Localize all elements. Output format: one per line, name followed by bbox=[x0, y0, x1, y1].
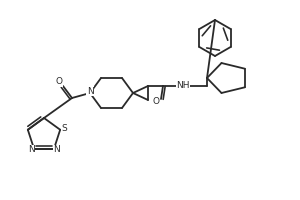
Text: O: O bbox=[152, 98, 160, 106]
Text: O: O bbox=[56, 77, 62, 86]
Text: NH: NH bbox=[176, 80, 190, 90]
Text: S: S bbox=[61, 124, 67, 133]
Text: N: N bbox=[28, 145, 34, 154]
Text: N: N bbox=[54, 145, 60, 154]
Text: N: N bbox=[87, 86, 93, 96]
